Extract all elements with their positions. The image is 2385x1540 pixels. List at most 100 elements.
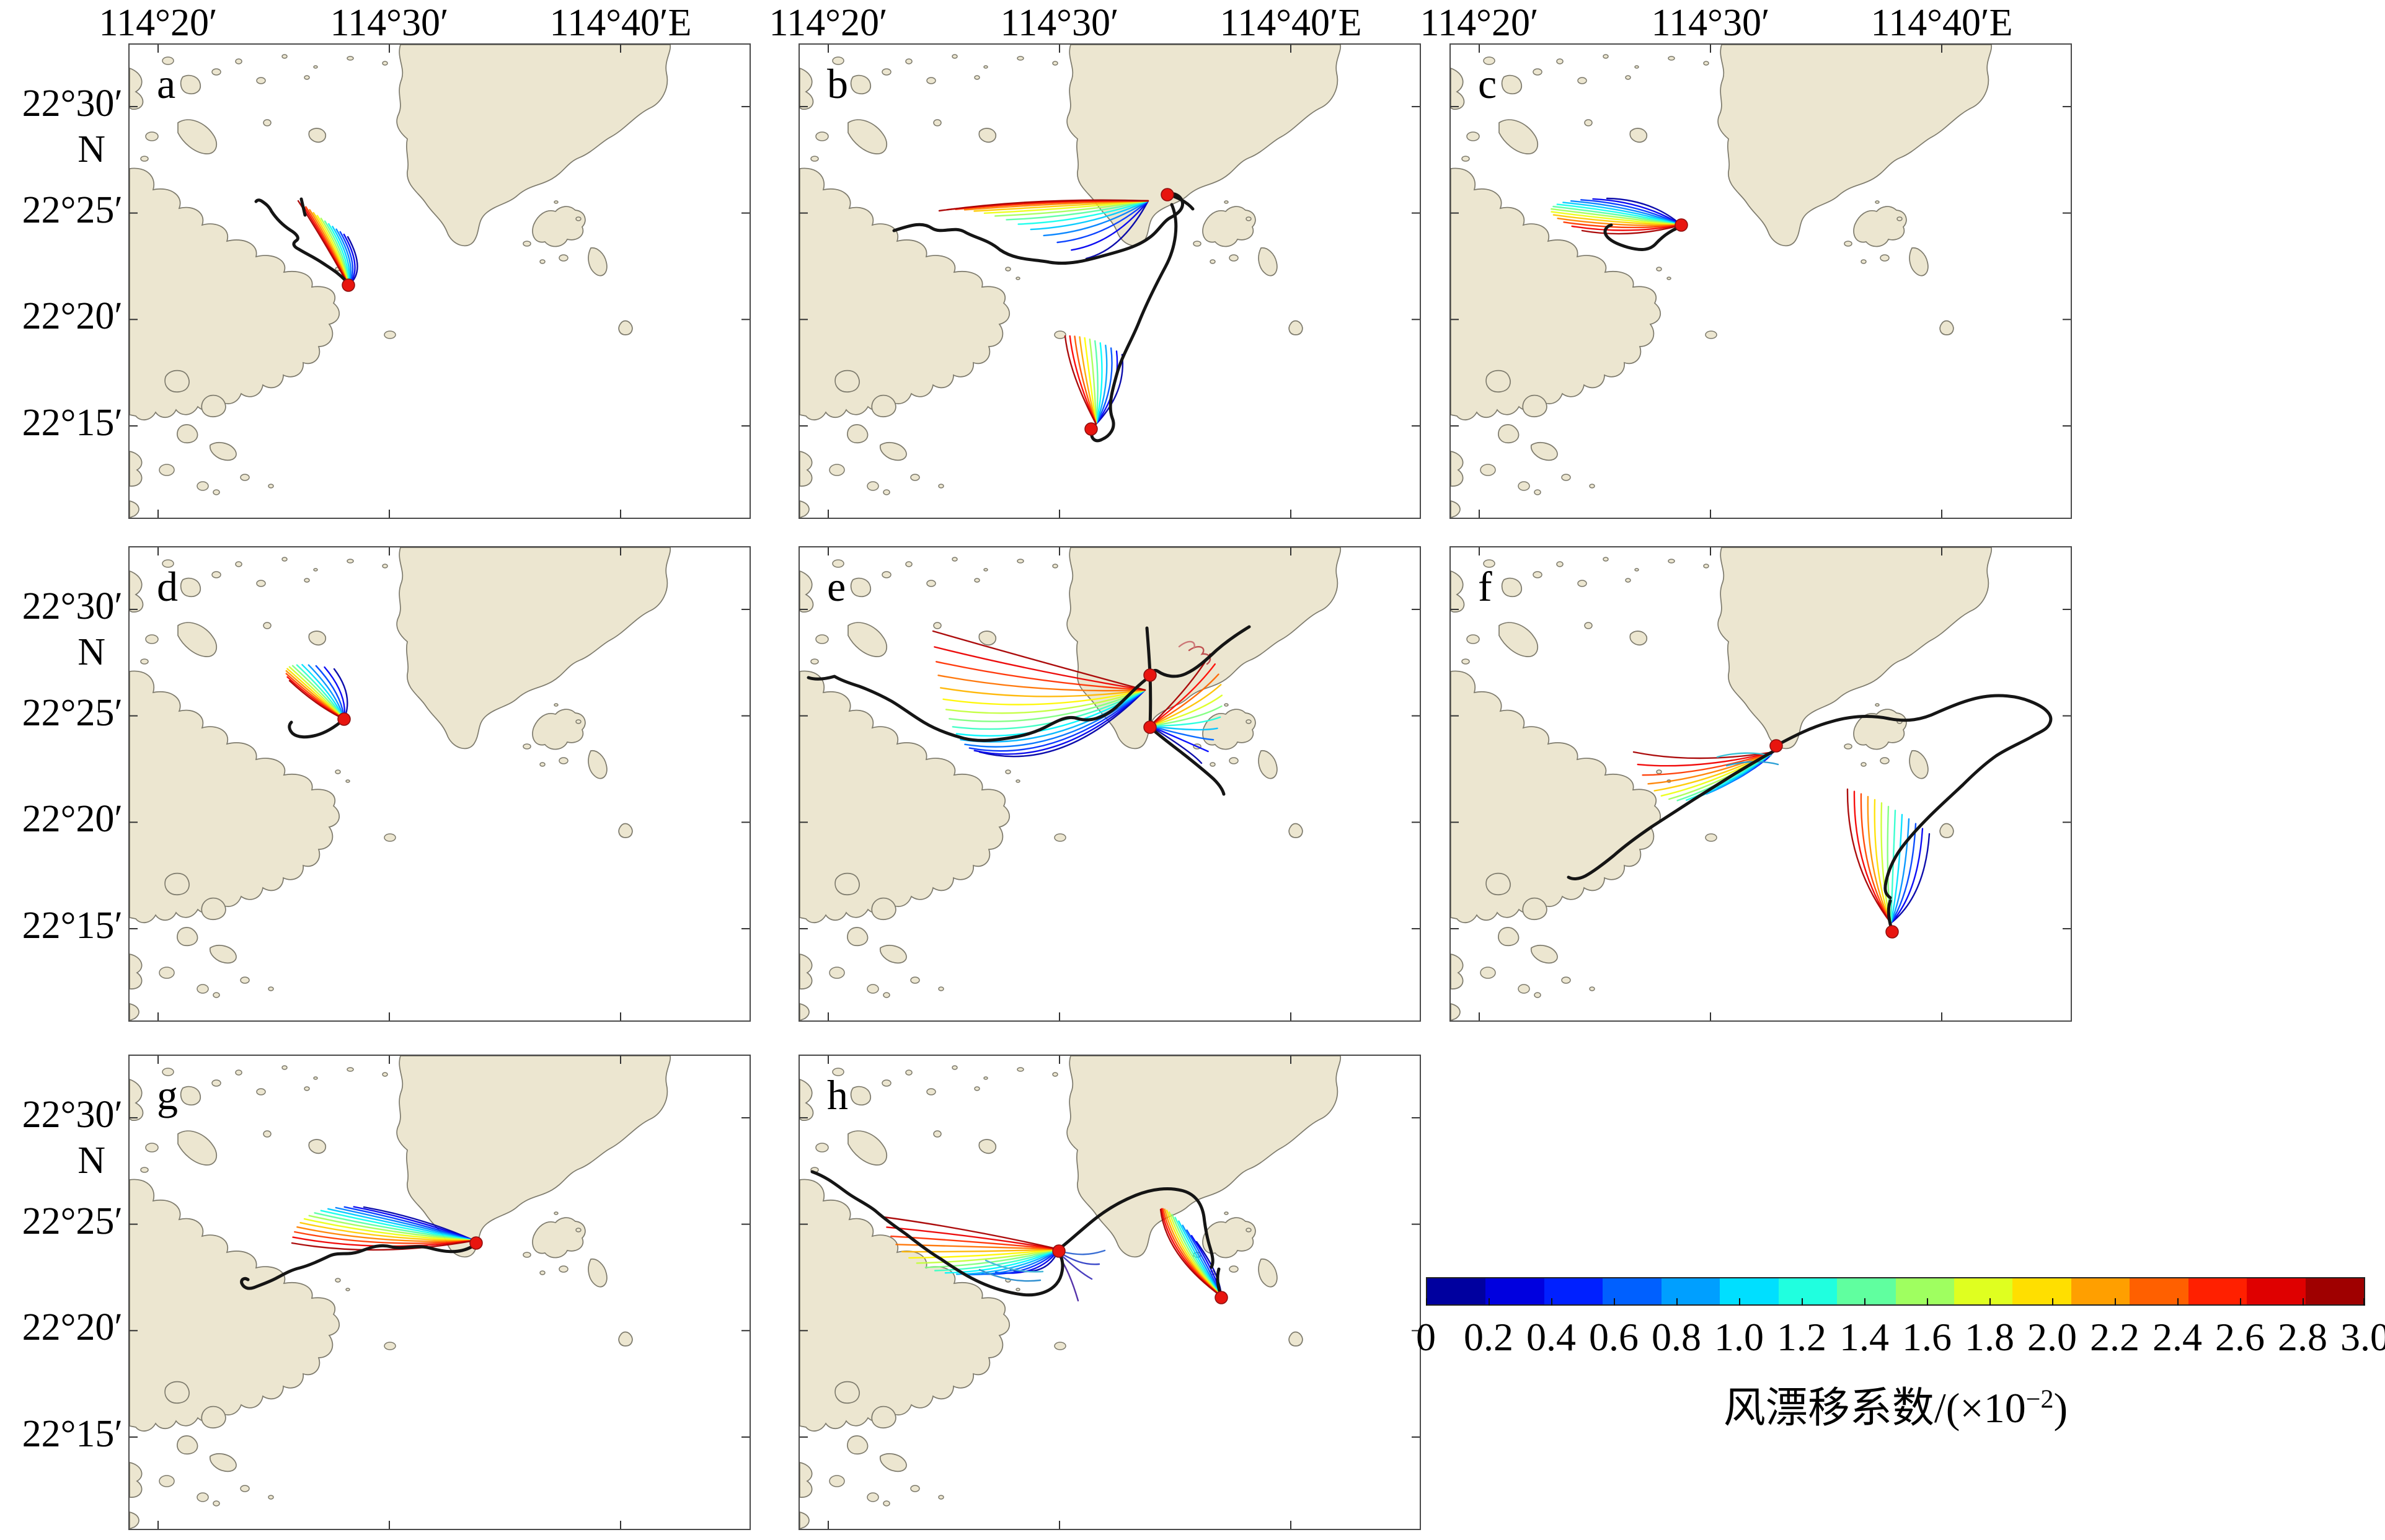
colorbar-segment bbox=[1544, 1278, 1603, 1304]
lat-tick-label: 22°15′ bbox=[22, 401, 123, 444]
colorbar-gradient bbox=[1426, 1277, 2365, 1306]
panel-letter: b bbox=[827, 60, 848, 107]
observed-track bbox=[1603, 223, 1683, 251]
panel-letter: d bbox=[157, 563, 178, 610]
start-point-dot bbox=[1084, 422, 1098, 436]
start-point-dot bbox=[337, 712, 351, 726]
north-label: N bbox=[77, 631, 105, 673]
simulated-trajectory-line bbox=[1188, 645, 1211, 665]
lon-tick-label: 114°40′E bbox=[549, 2, 692, 44]
lat-tick-label: 22°25′ bbox=[22, 188, 123, 231]
lat-tick-label: 22°30′ bbox=[22, 82, 123, 125]
start-point-dot bbox=[1052, 1244, 1066, 1258]
panel-h-map: h bbox=[800, 1056, 1420, 1529]
colorbar-tick-label: 0.6 bbox=[1589, 1315, 1639, 1359]
panel-letter: f bbox=[1478, 563, 1492, 610]
lat-tick-label: 22°30′ bbox=[22, 1093, 123, 1136]
panel-e-map: e bbox=[800, 547, 1420, 1020]
start-point-dot bbox=[1161, 188, 1174, 201]
colorbar-tick-mark bbox=[1614, 1298, 1615, 1306]
colorbar-segment bbox=[2071, 1278, 2130, 1304]
colorbar-segment bbox=[1427, 1278, 1486, 1304]
panel-letter: a bbox=[157, 60, 175, 107]
panel-a: a bbox=[128, 43, 751, 519]
colorbar-tick-mark bbox=[2177, 1298, 2179, 1306]
colorbar-tick-mark bbox=[1989, 1298, 1991, 1306]
lon-tick-label: 114°30′ bbox=[330, 2, 449, 44]
simulated-trajectories-fan bbox=[291, 1206, 476, 1251]
lon-tick-label: 114°30′ bbox=[1651, 2, 1770, 44]
start-point-dot bbox=[469, 1236, 483, 1250]
lat-tick-label: 22°25′ bbox=[22, 1200, 123, 1242]
colorbar-tick-label: 2.6 bbox=[2215, 1315, 2265, 1359]
panel-c: c bbox=[1449, 43, 2072, 519]
north-label: N bbox=[77, 128, 105, 170]
simulated-trajectories-fan bbox=[882, 1216, 1060, 1276]
colorbar-segment bbox=[1661, 1278, 1720, 1304]
start-point-dot bbox=[1143, 720, 1157, 734]
panel-letter: c bbox=[1478, 60, 1497, 107]
colorbar-segment bbox=[1485, 1278, 1544, 1304]
simulated-trajectory-line bbox=[985, 1259, 1044, 1273]
colorbar-tick-label: 1.8 bbox=[1965, 1315, 2014, 1359]
colorbar-tick-mark bbox=[1802, 1298, 1803, 1306]
lat-tick-label: 22°20′ bbox=[22, 295, 123, 338]
lon-tick-label: 114°30′ bbox=[1000, 2, 1119, 44]
lon-tick-label: 114°40′E bbox=[1870, 2, 2013, 44]
colorbar-tick-mark bbox=[1676, 1298, 1678, 1306]
colorbar-segment bbox=[1603, 1278, 1662, 1304]
colorbar-tick-label: 0.4 bbox=[1526, 1315, 1576, 1359]
start-point-dot bbox=[1215, 1291, 1228, 1304]
colorbar-tick-mark bbox=[2052, 1298, 2053, 1306]
colorbar-tick-label: 3.0 bbox=[2340, 1315, 2385, 1359]
colorbar-segment bbox=[1837, 1278, 1896, 1304]
observed-track bbox=[807, 675, 1152, 742]
observed-track bbox=[1057, 1187, 1215, 1269]
observed-track bbox=[1090, 203, 1178, 443]
colorbar-segment bbox=[2305, 1278, 2364, 1304]
observed-track bbox=[810, 1170, 1064, 1297]
colorbar-tick-mark bbox=[1489, 1298, 1490, 1306]
lat-tick-label: 22°20′ bbox=[22, 798, 123, 841]
panel-d-map: d bbox=[130, 547, 750, 1020]
colorbar-tick-mark bbox=[1551, 1298, 1552, 1306]
simulated-trajectory-line bbox=[1178, 640, 1195, 649]
colorbar-segment bbox=[1778, 1278, 1838, 1304]
colorbar-tick-label: 1.2 bbox=[1777, 1315, 1826, 1359]
panel-e: e bbox=[799, 546, 1421, 1022]
panel-f-map: f bbox=[1451, 547, 2071, 1020]
colorbar-tick-label: 2.4 bbox=[2153, 1315, 2202, 1359]
panel-letter: g bbox=[157, 1071, 178, 1118]
observed-track bbox=[892, 192, 1195, 265]
lon-tick-label: 114°20′ bbox=[769, 2, 888, 44]
observed-track bbox=[288, 717, 346, 739]
simulated-trajectory-line bbox=[1059, 1253, 1093, 1280]
lat-tick-label: 22°15′ bbox=[22, 1412, 123, 1455]
colorbar-segment bbox=[2188, 1278, 2247, 1304]
lat-tick-label: 22°20′ bbox=[22, 1306, 123, 1349]
colorbar-tick-label: 1.4 bbox=[1839, 1315, 1889, 1359]
observed-track bbox=[1148, 725, 1226, 796]
lat-tick-label: 22°30′ bbox=[22, 585, 123, 627]
panel-c-map: c bbox=[1451, 45, 2071, 518]
panel-b: b bbox=[799, 43, 1421, 519]
colorbar-segment bbox=[1954, 1278, 2013, 1304]
simulated-trajectories-fan bbox=[1149, 653, 1223, 764]
simulated-trajectories-fan bbox=[285, 664, 348, 720]
colorbar-segment bbox=[2012, 1278, 2071, 1304]
lon-tick-label: 114°20′ bbox=[99, 2, 218, 44]
colorbar-tick-label: 0.8 bbox=[1652, 1315, 1701, 1359]
observed-track bbox=[1148, 625, 1251, 678]
colorbar-tick-label: 2.2 bbox=[2090, 1315, 2139, 1359]
panel-h: h bbox=[799, 1055, 1421, 1530]
observed-track bbox=[1776, 694, 2053, 900]
colorbar-caption-close: ) bbox=[2053, 1384, 2068, 1432]
colorbar-tick-label: 0.2 bbox=[1464, 1315, 1513, 1359]
colorbar-tick-mark bbox=[1927, 1298, 1928, 1306]
start-point-dot bbox=[1885, 925, 1899, 939]
colorbar-tick-label: 0 bbox=[1416, 1315, 1436, 1359]
colorbar-caption-exponent: −2 bbox=[2025, 1385, 2054, 1414]
colorbar-tick-mark bbox=[1864, 1298, 1865, 1306]
start-point-dot bbox=[1769, 739, 1783, 753]
